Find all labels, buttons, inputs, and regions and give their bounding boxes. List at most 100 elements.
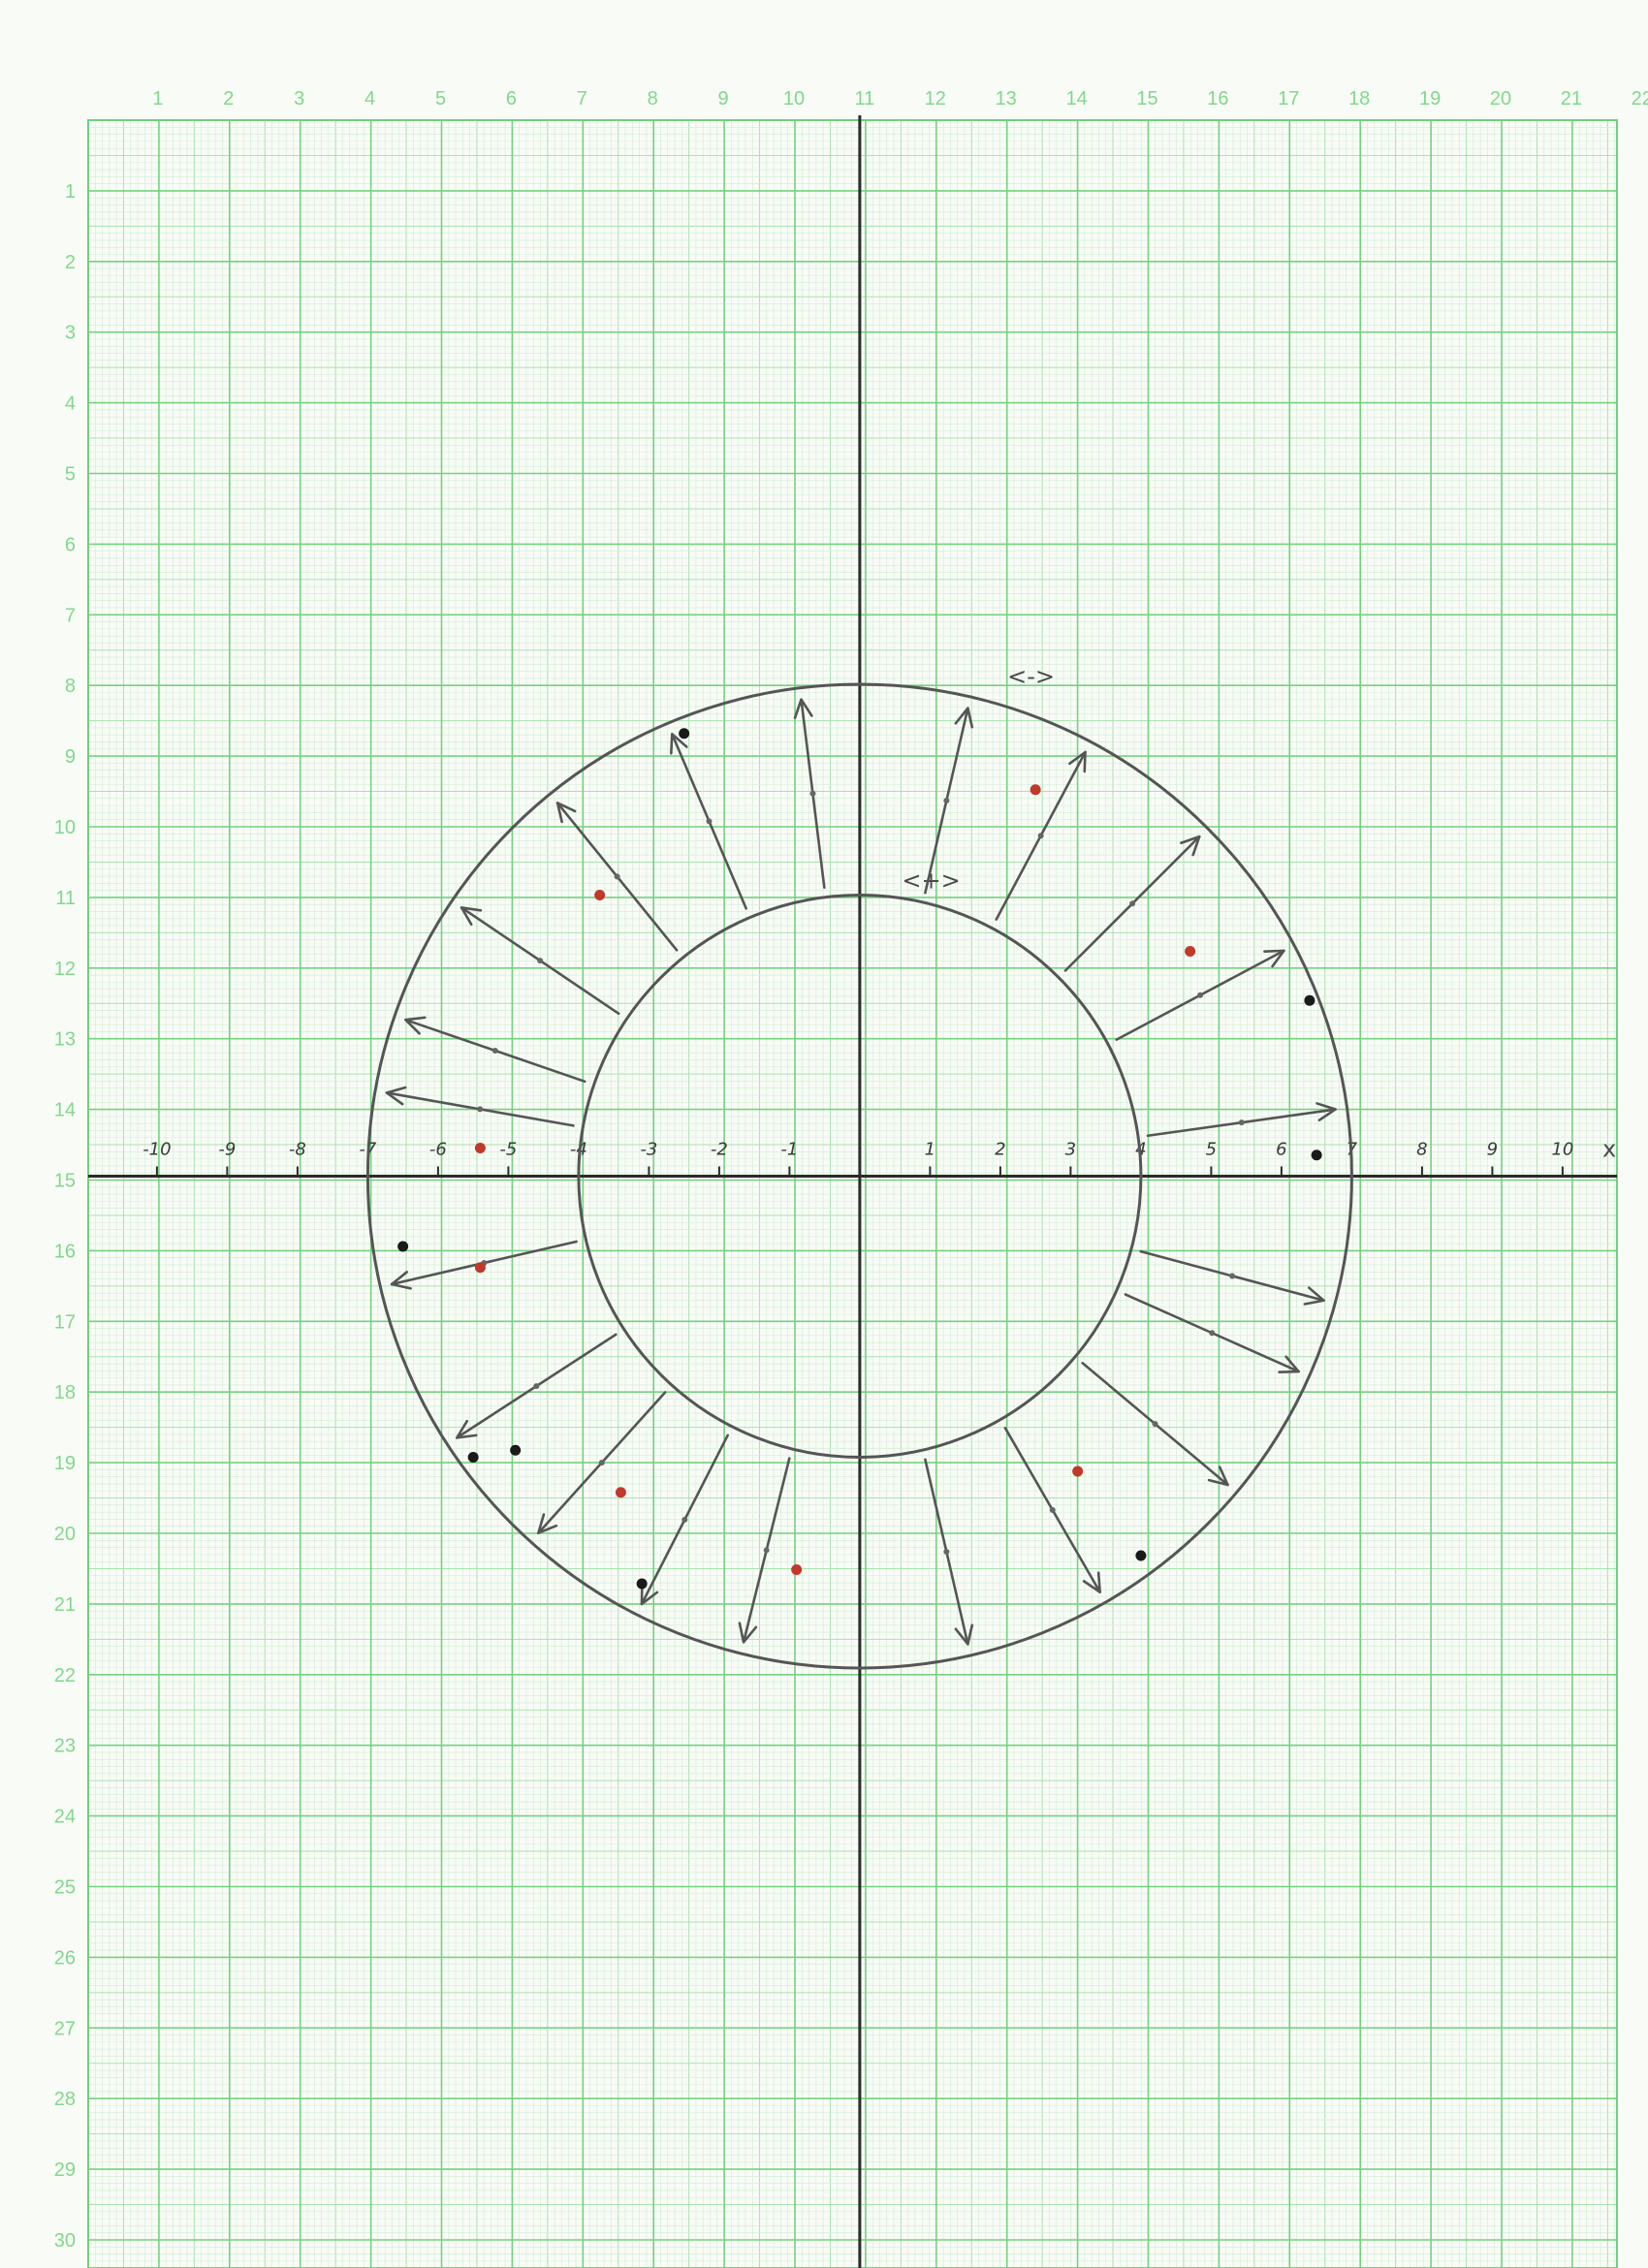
grid-column-number: 14 [1065, 88, 1087, 110]
field-arrow [640, 1433, 730, 1606]
field-arrow [555, 802, 679, 952]
grid-column-number: 13 [996, 88, 1017, 110]
red-dot [594, 890, 606, 900]
grid-row-number: 19 [54, 1453, 76, 1474]
red-dot [1072, 1465, 1084, 1477]
x-tick-label: -9 [218, 1140, 236, 1160]
field-arrow [385, 1086, 575, 1127]
field-arrow [1115, 949, 1285, 1041]
grid-column-number: 4 [364, 88, 375, 110]
field-arrow [1003, 1427, 1101, 1593]
grid-row-number: 30 [54, 2230, 76, 2252]
grid-row-number: 8 [65, 676, 76, 697]
grid-column-number: 12 [925, 88, 946, 110]
grid-row-number: 4 [65, 394, 76, 415]
grid-row-number: 21 [54, 1594, 76, 1616]
grid-column-number: 10 [783, 88, 805, 110]
grid-column-number: 20 [1490, 88, 1511, 110]
black-dot [1304, 994, 1315, 1006]
grid-column-number: 15 [1136, 88, 1157, 110]
grid-column-number: 9 [718, 88, 729, 110]
grid-column-number: 8 [648, 88, 658, 110]
field-arrow [793, 698, 826, 890]
grid-major-lines [87, 119, 1617, 2268]
red-dot [1030, 784, 1041, 796]
field-arrow [1081, 1362, 1229, 1487]
grid-row-number: 23 [54, 1736, 76, 1757]
field-arrow [1063, 835, 1201, 972]
grid-column-number: 3 [294, 88, 304, 110]
grid-column-number: 19 [1419, 88, 1441, 110]
red-dot [791, 1564, 803, 1575]
x-tick-label: -3 [640, 1140, 657, 1160]
field-arrow [670, 733, 747, 910]
x-tick-label: -2 [711, 1140, 728, 1160]
grid-row-number: 24 [54, 1807, 76, 1828]
black-dot [1135, 1550, 1147, 1561]
field-arrow [924, 1458, 974, 1646]
grid-row-number: 1 [65, 181, 76, 203]
red-dot [615, 1487, 626, 1498]
circles: <+> <-> [365, 663, 1353, 1670]
grid-fine-lines [88, 120, 1617, 2268]
grid-column-number: 18 [1348, 88, 1370, 110]
grid-column-number: 2 [223, 88, 234, 110]
grid-row-number: 22 [54, 1665, 76, 1686]
grid-row-number: 28 [54, 2089, 76, 2110]
field-arrow [924, 707, 974, 895]
x-tick-label: -5 [499, 1140, 517, 1160]
x-tick-label: -8 [289, 1140, 306, 1160]
grid-row-number: 14 [54, 1100, 76, 1121]
x-tick-label: 8 [1416, 1140, 1427, 1160]
coordinate-axes: x [88, 115, 1617, 2268]
black-dot [1311, 1150, 1322, 1161]
red-dot [474, 1143, 486, 1153]
field-arrow [456, 1333, 618, 1439]
grid-column-number: 17 [1278, 88, 1299, 110]
black-dot [510, 1444, 522, 1456]
x-tick-label: 1 [925, 1140, 935, 1160]
grid-row-number: 2 [65, 252, 76, 273]
black-dot [679, 728, 690, 740]
grid-row-number: 3 [65, 323, 76, 344]
plotted-dots [397, 728, 1322, 1590]
x-tick-label: -1 [780, 1140, 798, 1160]
field-arrow [1146, 1102, 1337, 1138]
grid-row-number: 17 [54, 1311, 76, 1333]
field-arrow [404, 1016, 586, 1084]
grid-column-number: 1 [152, 88, 163, 110]
black-dot [397, 1241, 409, 1252]
grid-row-number: 25 [54, 1877, 76, 1899]
grid-row-labels: 1234567891011121314151617181920212223242… [54, 181, 76, 2252]
x-tick-label: 6 [1276, 1140, 1286, 1160]
grid-frame [87, 119, 1618, 2268]
grid-row-number: 11 [55, 888, 76, 909]
field-arrow [1124, 1293, 1300, 1373]
black-dot [636, 1578, 648, 1590]
grid-column-labels: 1 2 3 4 5 6 7 8 9 10 11 12 13 14 15 16 17 18 19 20 21 22 [152, 88, 1648, 110]
field-arrow [537, 1391, 667, 1535]
grid-row-number: 15 [54, 1171, 76, 1192]
x-tick-label: 2 [995, 1140, 1005, 1160]
x-tick-label: -10 [143, 1140, 171, 1160]
grid-row-number: 16 [54, 1241, 76, 1262]
grid-column-number: 11 [855, 88, 875, 110]
x-tick-label: -6 [429, 1140, 447, 1160]
x-axis-ticks: -10 -9 -8 -7 -6 -5 -4 -3 -2 -1 1 2 3 4 5 6 7 8 9 10 [143, 1140, 1573, 1177]
grid-row-number: 6 [65, 534, 76, 555]
grid-row-number: 7 [65, 605, 76, 626]
grid-row-number: 27 [54, 2018, 76, 2039]
outer-circle-label: <-> [1007, 663, 1055, 690]
field-arrow [1139, 1249, 1325, 1306]
grid-row-number: 10 [54, 817, 76, 838]
field-arrow [738, 1457, 791, 1644]
grid-row-number: 18 [54, 1382, 76, 1403]
grid-row-number: 26 [54, 1947, 76, 1969]
grid-column-number: 5 [435, 88, 446, 110]
grid-row-number: 12 [54, 959, 76, 980]
grid-row-number: 5 [65, 464, 76, 486]
x-tick-label: 10 [1551, 1140, 1573, 1160]
grid-row-number: 9 [65, 746, 76, 768]
